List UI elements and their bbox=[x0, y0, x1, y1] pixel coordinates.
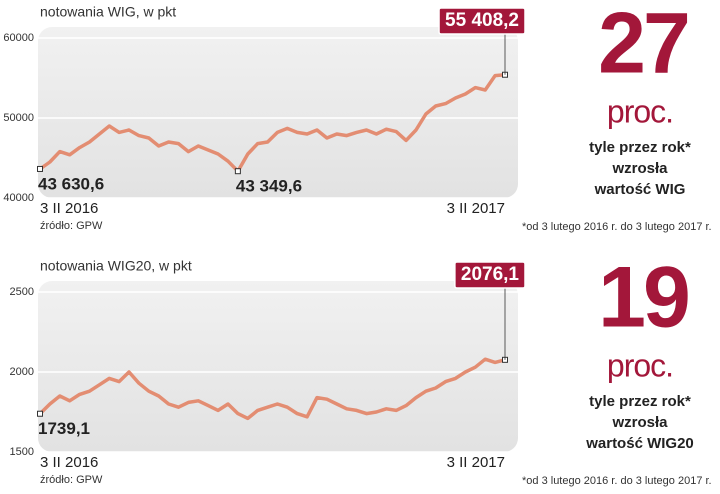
data-line bbox=[38, 72, 506, 173]
x-tick-label: 3 II 2016 bbox=[40, 454, 98, 471]
y-tick-label: 2500 bbox=[10, 286, 34, 298]
chart-title: notowania WIG20, w pkt bbox=[40, 258, 192, 274]
highlight-text: wzrosła bbox=[611, 414, 668, 431]
chart-panel: notowania WIG, w pkt 40000 50000 60000 3 II … bbox=[3, 0, 711, 233]
y-tick-label: 50000 bbox=[3, 112, 34, 124]
highlight-unit: proc. bbox=[607, 93, 673, 129]
highlight-text: wzrosła bbox=[611, 160, 668, 177]
value-label: 43 349,6 bbox=[236, 177, 302, 196]
x-tick-label: 3 II 2016 bbox=[40, 200, 98, 217]
y-tick-label: 40000 bbox=[3, 192, 34, 204]
y-tick-label: 60000 bbox=[3, 32, 34, 44]
value-label: 43 630,6 bbox=[38, 174, 104, 193]
source: źródło: GPW bbox=[40, 474, 103, 486]
footnote: *od 3 lutego 2016 r. do 3 lutego 2017 r. bbox=[522, 221, 712, 233]
y-tick-label: 1500 bbox=[10, 446, 34, 458]
value-label: 1739,1 bbox=[38, 419, 90, 438]
highlight-text: tyle przez rok* bbox=[589, 139, 691, 156]
point-marker bbox=[37, 410, 43, 417]
plot-background bbox=[38, 281, 518, 452]
value-label-box bbox=[438, 7, 526, 35]
footnote: *od 3 lutego 2016 r. do 3 lutego 2017 r. bbox=[522, 475, 712, 487]
highlight-value: 19 bbox=[598, 250, 688, 346]
data-line bbox=[38, 357, 506, 421]
value-label: 55 408,2 bbox=[445, 10, 519, 31]
value-label: 2076,1 bbox=[461, 264, 520, 285]
chart-title: notowania WIG, w pkt bbox=[40, 4, 176, 20]
highlight-unit: proc. bbox=[607, 347, 673, 383]
plot-background bbox=[38, 27, 518, 198]
point-marker bbox=[37, 165, 43, 172]
value-label-box bbox=[454, 261, 526, 289]
highlight-text: wartość WIG bbox=[594, 181, 686, 198]
point-marker bbox=[234, 168, 241, 175]
highlight-text: wartość WIG20 bbox=[585, 435, 694, 452]
y-tick-label: 2000 bbox=[10, 366, 34, 378]
x-tick-label: 3 II 2017 bbox=[447, 200, 505, 217]
x-tick-label: 3 II 2017 bbox=[447, 454, 505, 471]
highlight-value: 27 bbox=[598, 0, 688, 92]
highlight-text: tyle przez rok* bbox=[589, 393, 691, 410]
source: źródło: GPW bbox=[40, 220, 103, 232]
chart-panel: notowania WIG20, w pkt 1500 2000 2500 3 II 2… bbox=[10, 250, 712, 487]
